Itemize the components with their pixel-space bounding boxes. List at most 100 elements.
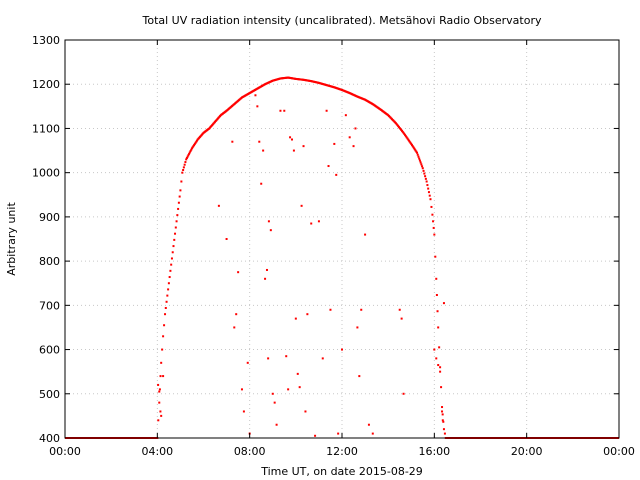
data-point xyxy=(271,392,274,395)
data-point xyxy=(430,205,433,208)
data-point xyxy=(432,226,435,229)
data-point xyxy=(158,388,161,391)
data-point xyxy=(413,147,416,150)
x-tick-label: 12:00 xyxy=(326,445,358,458)
data-point xyxy=(194,141,197,144)
data-point xyxy=(348,136,351,139)
data-point xyxy=(289,136,292,139)
data-point xyxy=(185,158,188,161)
data-point xyxy=(437,364,440,367)
data-point xyxy=(405,136,408,139)
data-point xyxy=(398,308,401,311)
data-point xyxy=(414,149,417,152)
data-point xyxy=(433,348,436,351)
x-tick-label: 00:00 xyxy=(603,445,635,458)
data-point xyxy=(407,138,410,141)
data-point xyxy=(442,420,445,423)
y-tick-label: 600 xyxy=(39,344,60,357)
data-point xyxy=(404,135,407,138)
data-point xyxy=(427,187,430,190)
data-point xyxy=(441,413,444,416)
data-point xyxy=(157,419,160,422)
data-point xyxy=(298,386,301,389)
data-point xyxy=(441,406,444,409)
data-point xyxy=(429,198,432,201)
data-point xyxy=(178,195,181,198)
data-point xyxy=(410,144,413,147)
data-point xyxy=(333,142,336,145)
data-point xyxy=(422,169,425,172)
data-point xyxy=(162,335,165,338)
data-point xyxy=(165,300,168,303)
data-point xyxy=(416,153,419,156)
data-point xyxy=(246,361,249,364)
data-point xyxy=(157,383,160,386)
data-point xyxy=(356,326,359,329)
data-point xyxy=(167,288,170,291)
data-point xyxy=(158,390,161,393)
data-point xyxy=(402,392,405,395)
data-point xyxy=(170,263,173,266)
data-point xyxy=(188,151,191,154)
data-point xyxy=(416,151,419,154)
data-point xyxy=(432,220,435,223)
data-point xyxy=(304,410,307,413)
data-point xyxy=(265,268,268,271)
data-point xyxy=(264,277,267,280)
data-point xyxy=(435,294,438,297)
data-point xyxy=(302,145,305,148)
data-point xyxy=(425,180,428,183)
data-point xyxy=(402,131,405,134)
y-tick-label: 1100 xyxy=(32,122,60,135)
data-point xyxy=(417,155,420,158)
y-tick-labels: 400 500 600 700 800 900 1000 1100 1200 1300 xyxy=(32,34,60,445)
data-point xyxy=(260,182,263,185)
data-point xyxy=(435,357,438,360)
data-point xyxy=(367,423,370,426)
x-tick-label: 00:00 xyxy=(49,445,81,458)
data-point xyxy=(434,255,437,258)
data-point xyxy=(171,251,174,254)
data-point xyxy=(317,220,320,223)
plot-frame xyxy=(64,39,620,439)
data-point xyxy=(409,141,412,144)
data-point xyxy=(275,423,278,426)
data-point xyxy=(183,163,186,166)
data-point xyxy=(442,302,445,305)
data-point xyxy=(190,147,193,150)
data-point xyxy=(314,434,317,437)
data-point xyxy=(400,317,403,320)
data-point xyxy=(404,134,407,137)
data-point xyxy=(325,109,328,112)
data-point xyxy=(185,157,188,160)
data-point xyxy=(217,204,220,207)
data-point xyxy=(182,166,185,169)
data-point xyxy=(438,346,441,349)
x-tick-label: 20:00 xyxy=(511,445,543,458)
data-point xyxy=(195,140,198,143)
data-point xyxy=(181,171,184,174)
data-point xyxy=(354,127,357,130)
data-point xyxy=(292,149,295,152)
data-point xyxy=(329,308,332,311)
data-point xyxy=(412,146,415,149)
data-point xyxy=(442,428,445,431)
data-point xyxy=(408,140,411,143)
data-point xyxy=(172,245,175,248)
data-point xyxy=(436,310,439,313)
data-point xyxy=(240,388,243,391)
data-point xyxy=(406,137,409,140)
data-point xyxy=(267,357,270,360)
data-point xyxy=(190,148,193,151)
data-point xyxy=(337,432,340,435)
data-point xyxy=(420,163,423,166)
data-point xyxy=(437,326,440,329)
data-point xyxy=(192,145,195,148)
data-point xyxy=(173,238,176,241)
data-point xyxy=(164,313,167,316)
data-point xyxy=(262,149,265,152)
data-point xyxy=(193,144,196,147)
x-axis-label: Time UT, on date 2015-08-29 xyxy=(260,465,423,478)
data-point xyxy=(321,357,324,360)
data-point xyxy=(428,194,431,197)
